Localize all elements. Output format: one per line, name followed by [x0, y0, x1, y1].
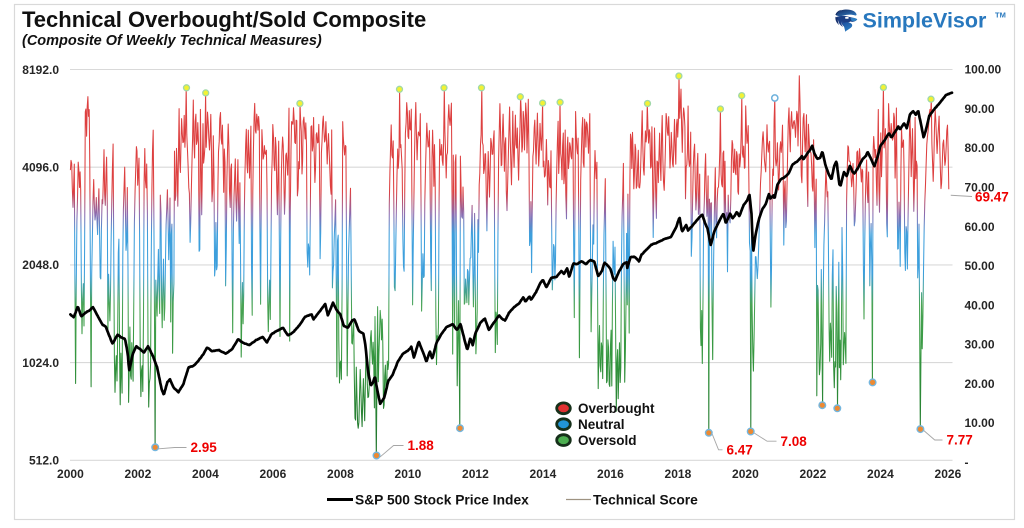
svg-text:6.47: 6.47	[727, 443, 753, 458]
svg-text:Neutral: Neutral	[578, 417, 625, 432]
svg-text:2016: 2016	[597, 467, 624, 481]
svg-text:Technical Score: Technical Score	[593, 492, 698, 507]
svg-text:7.08: 7.08	[781, 434, 808, 449]
svg-text:2.95: 2.95	[191, 440, 218, 455]
svg-text:8192.0: 8192.0	[22, 63, 59, 77]
svg-text:2012: 2012	[462, 467, 489, 481]
svg-text:1024.0: 1024.0	[22, 356, 59, 370]
svg-text:S&P 500 Stock Price Index: S&P 500 Stock Price Index	[355, 492, 529, 507]
svg-text:40.00: 40.00	[965, 298, 995, 312]
svg-text:2020: 2020	[732, 467, 759, 481]
svg-text:2000: 2000	[57, 467, 84, 481]
svg-text:2014: 2014	[530, 467, 557, 481]
svg-text:2010: 2010	[395, 467, 422, 481]
svg-text:Oversold: Oversold	[578, 433, 637, 448]
svg-text:2008: 2008	[327, 467, 354, 481]
svg-text:2006: 2006	[260, 467, 287, 481]
svg-text:80.00: 80.00	[965, 141, 995, 155]
svg-text:1.88: 1.88	[408, 438, 435, 453]
svg-text:90.00: 90.00	[965, 102, 995, 116]
svg-text:2004: 2004	[192, 467, 219, 481]
svg-text:Overbought: Overbought	[578, 401, 655, 416]
svg-text:2026: 2026	[935, 467, 962, 481]
svg-text:60.00: 60.00	[965, 220, 995, 234]
svg-text:512.0: 512.0	[29, 454, 59, 468]
svg-text:70.00: 70.00	[965, 181, 995, 195]
svg-text:2022: 2022	[800, 467, 827, 481]
svg-text:2002: 2002	[125, 467, 152, 481]
svg-text:100.00: 100.00	[965, 63, 1002, 77]
svg-text:SimpleVisor: SimpleVisor	[863, 9, 988, 33]
svg-text:-: -	[965, 456, 969, 470]
svg-text:10.00: 10.00	[965, 416, 995, 430]
svg-text:(Composite Of Weekly Technical: (Composite Of Weekly Technical Measures)	[22, 33, 322, 49]
svg-text:TM: TM	[995, 11, 1006, 20]
svg-text:Technical Overbought/Sold Comp: Technical Overbought/Sold Composite	[22, 7, 426, 32]
svg-text:30.00: 30.00	[965, 338, 995, 352]
svg-text:2018: 2018	[665, 467, 692, 481]
svg-text:2048.0: 2048.0	[22, 258, 59, 272]
svg-text:69.47: 69.47	[975, 190, 1009, 205]
svg-text:2024: 2024	[867, 467, 894, 481]
svg-text:50.00: 50.00	[965, 259, 995, 273]
svg-text:4096.0: 4096.0	[22, 161, 59, 175]
svg-text:7.77: 7.77	[947, 433, 973, 448]
svg-text:20.00: 20.00	[965, 377, 995, 391]
